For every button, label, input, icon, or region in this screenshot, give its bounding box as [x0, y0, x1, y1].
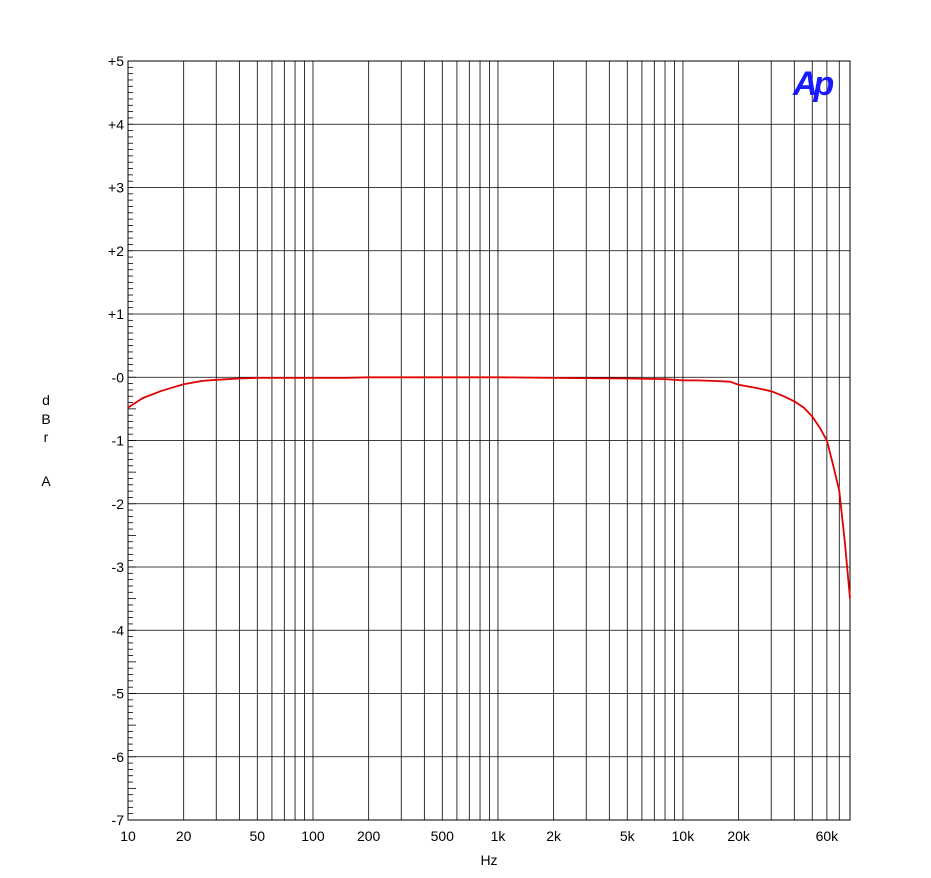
y-tick-label: -2	[112, 496, 125, 512]
y-tick-label: +1	[108, 306, 124, 322]
ap-logo: Ap	[792, 65, 834, 103]
x-tick-label: 10	[120, 828, 136, 844]
y-axis-label-letter: r	[44, 429, 49, 445]
x-tick-label: 60k	[816, 828, 840, 844]
y-tick-label: -4	[112, 622, 125, 638]
x-tick-label: 50	[250, 828, 266, 844]
x-tick-label: 2k	[546, 828, 562, 844]
y-axis-label-letter: d	[42, 392, 50, 408]
x-axis-label: Hz	[480, 852, 497, 868]
y-axis-label: dBr A	[41, 392, 51, 489]
y-tick-label: -7	[112, 812, 125, 828]
x-tick-label: 20	[176, 828, 192, 844]
x-tick-label: 1k	[491, 828, 507, 844]
y-tick-label: -0	[112, 369, 125, 385]
series	[127, 376, 851, 599]
y-tick-label: -5	[112, 686, 125, 702]
minor-y-ticks	[128, 60, 136, 821]
x-tick-label: 200	[357, 828, 381, 844]
plot-frame	[127, 60, 851, 821]
y-tick-label: -3	[112, 559, 125, 575]
y-axis-label-letter: A	[41, 473, 51, 489]
y-tick-label: +5	[108, 53, 124, 69]
grid	[128, 60, 850, 821]
y-tick-label: +3	[108, 180, 124, 196]
x-tick-label: 500	[431, 828, 455, 844]
y-tick-label: -6	[112, 749, 125, 765]
y-tick-label: +4	[108, 116, 124, 132]
x-tick-labels: 10 20 50 100 200 500 1k 2k 5k 10k 20k 60k	[120, 828, 839, 844]
y-tick-label: -1	[112, 433, 125, 449]
x-tick-label: 10k	[672, 828, 696, 844]
y-axis-label-letter: B	[41, 411, 50, 427]
x-tick-label: 20k	[727, 828, 751, 844]
x-tick-label: 5k	[620, 828, 636, 844]
x-tick-label: 100	[301, 828, 325, 844]
response-curve	[127, 376, 851, 599]
y-tick-label: +2	[108, 243, 124, 259]
y-tick-labels: +5 +4 +3 +2 +1 -0 -1 -2 -3 -4 -5 -6 -7	[108, 53, 124, 828]
